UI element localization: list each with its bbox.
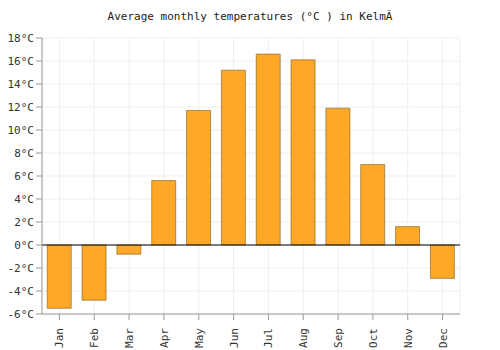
svg-text:Mar: Mar <box>123 328 136 348</box>
svg-text:Nov: Nov <box>402 328 415 348</box>
svg-text:Jan: Jan <box>53 328 66 348</box>
svg-text:Aug: Aug <box>297 328 310 348</box>
svg-text:18°C: 18°C <box>8 32 34 45</box>
svg-text:2°C: 2°C <box>14 216 34 229</box>
svg-text:0°C: 0°C <box>14 239 34 252</box>
svg-text:14°C: 14°C <box>8 78 34 91</box>
svg-text:10°C: 10°C <box>8 124 34 137</box>
svg-text:Sep: Sep <box>332 328 345 348</box>
svg-text:Oct: Oct <box>367 328 380 348</box>
svg-text:-4°C: -4°C <box>8 285 34 298</box>
svg-text:Apr: Apr <box>158 328 171 348</box>
svg-text:Jul: Jul <box>262 328 275 348</box>
svg-text:Feb: Feb <box>88 328 101 348</box>
html-text:Average monthly temperatures (: Average monthly temperatures (°C ) in Ke… <box>107 10 393 23</box>
svg-text:12°C: 12°C <box>8 101 34 114</box>
svg-text:May: May <box>193 328 206 348</box>
svg-text:4°C: 4°C <box>14 193 34 206</box>
svg-text:Dec: Dec <box>437 328 450 348</box>
svg-text:-2°C: -2°C <box>8 262 34 275</box>
svg-text:6°C: 6°C <box>14 170 34 183</box>
svg-text:-6°C: -6°C <box>8 308 34 321</box>
svg-text:Jun: Jun <box>228 328 241 348</box>
svg-text:8°C: 8°C <box>14 147 34 160</box>
svg-text:16°C: 16°C <box>8 55 34 68</box>
